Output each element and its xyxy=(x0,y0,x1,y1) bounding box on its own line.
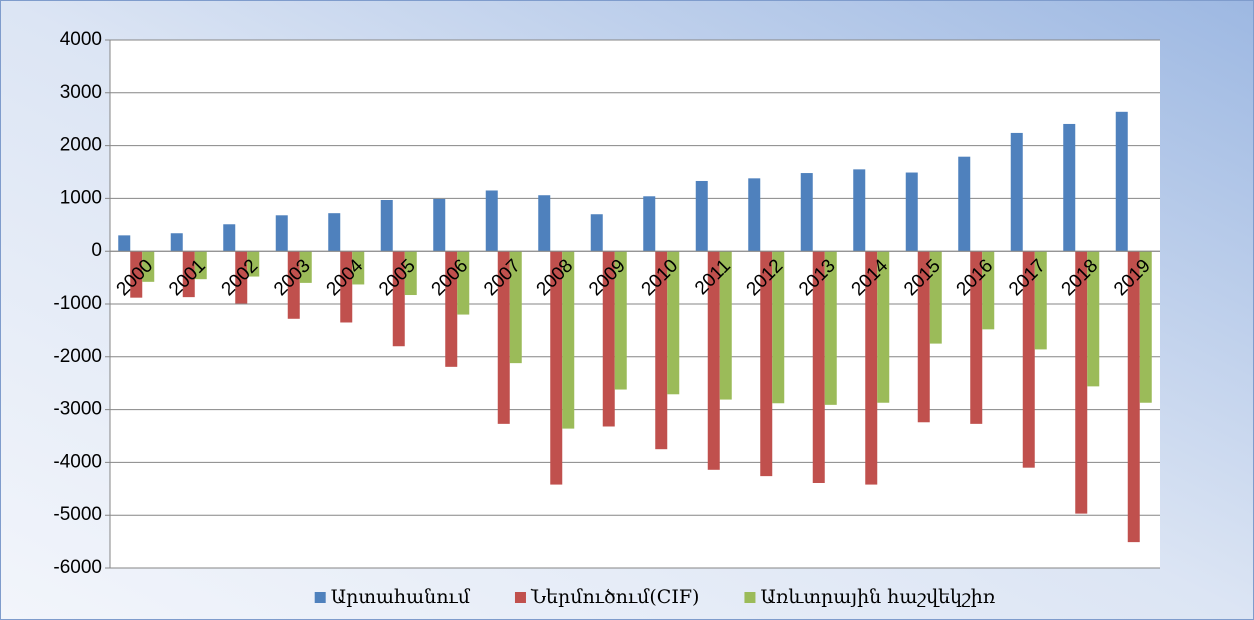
bar xyxy=(550,251,563,485)
bar xyxy=(590,214,603,252)
bar xyxy=(392,251,405,347)
bar xyxy=(1034,251,1047,350)
bar xyxy=(247,251,260,277)
bar xyxy=(929,251,942,344)
bar xyxy=(287,251,300,319)
bar xyxy=(142,251,155,282)
bar xyxy=(433,198,446,252)
bar xyxy=(643,196,656,252)
bar xyxy=(719,251,732,400)
bar xyxy=(340,251,353,323)
bar xyxy=(800,173,813,252)
bar xyxy=(707,251,720,470)
bar xyxy=(182,251,195,298)
bar xyxy=(457,251,470,315)
y-tick-label: 3000 xyxy=(60,82,102,103)
bar xyxy=(509,251,522,364)
bar xyxy=(445,251,458,367)
bar xyxy=(275,215,288,252)
y-tick-label: -2000 xyxy=(53,346,102,367)
bar xyxy=(1139,251,1152,403)
bar xyxy=(118,235,131,252)
y-tick-label: 4000 xyxy=(60,29,102,50)
bar xyxy=(562,251,575,429)
bar xyxy=(958,156,971,252)
bar xyxy=(970,251,983,424)
legend-label: Արտահանում xyxy=(331,586,471,608)
y-tick-label: -3000 xyxy=(53,399,102,420)
bar xyxy=(824,251,837,405)
bar xyxy=(538,195,551,252)
bar xyxy=(194,251,207,280)
bar xyxy=(695,180,708,252)
bar xyxy=(917,251,930,423)
bar xyxy=(877,251,890,403)
bar xyxy=(223,224,236,252)
legend-swatch xyxy=(744,592,756,603)
bar xyxy=(667,251,680,395)
bar xyxy=(1087,251,1100,387)
bar xyxy=(655,251,668,450)
y-tick-label: -5000 xyxy=(53,504,102,525)
bar xyxy=(772,251,785,404)
bar xyxy=(760,251,773,477)
legend-swatch xyxy=(514,592,526,603)
y-tick-label: -4000 xyxy=(53,451,102,472)
bar xyxy=(497,251,510,424)
bar xyxy=(170,233,183,252)
y-tick-label: -1000 xyxy=(53,293,102,314)
bar xyxy=(130,251,143,298)
y-tick-label: -6000 xyxy=(53,557,102,578)
bar xyxy=(853,169,866,252)
bar xyxy=(404,251,417,296)
bar xyxy=(614,251,627,390)
bar xyxy=(905,172,918,252)
legend-label: Առևտրային հաշվեկշիռ xyxy=(760,586,995,608)
bar xyxy=(328,213,341,252)
bar xyxy=(235,251,248,304)
bar xyxy=(1127,251,1140,543)
legend-swatch xyxy=(314,592,326,603)
bar xyxy=(1022,251,1035,468)
bar xyxy=(1115,111,1128,252)
bar xyxy=(865,251,878,485)
bar xyxy=(982,251,995,330)
bar xyxy=(1010,132,1023,252)
y-tick-label: 1000 xyxy=(60,187,102,208)
bar xyxy=(1075,251,1088,514)
bar xyxy=(812,251,825,483)
bar xyxy=(602,251,615,427)
bar xyxy=(299,251,312,283)
bar xyxy=(352,251,365,285)
bar xyxy=(1063,123,1076,252)
y-tick-label: 2000 xyxy=(60,135,102,156)
bar xyxy=(485,190,498,252)
bar xyxy=(748,178,761,252)
y-tick-label: 0 xyxy=(91,240,102,261)
legend-label: Ներմուծում(CIF) xyxy=(530,586,699,608)
bar xyxy=(380,199,393,252)
